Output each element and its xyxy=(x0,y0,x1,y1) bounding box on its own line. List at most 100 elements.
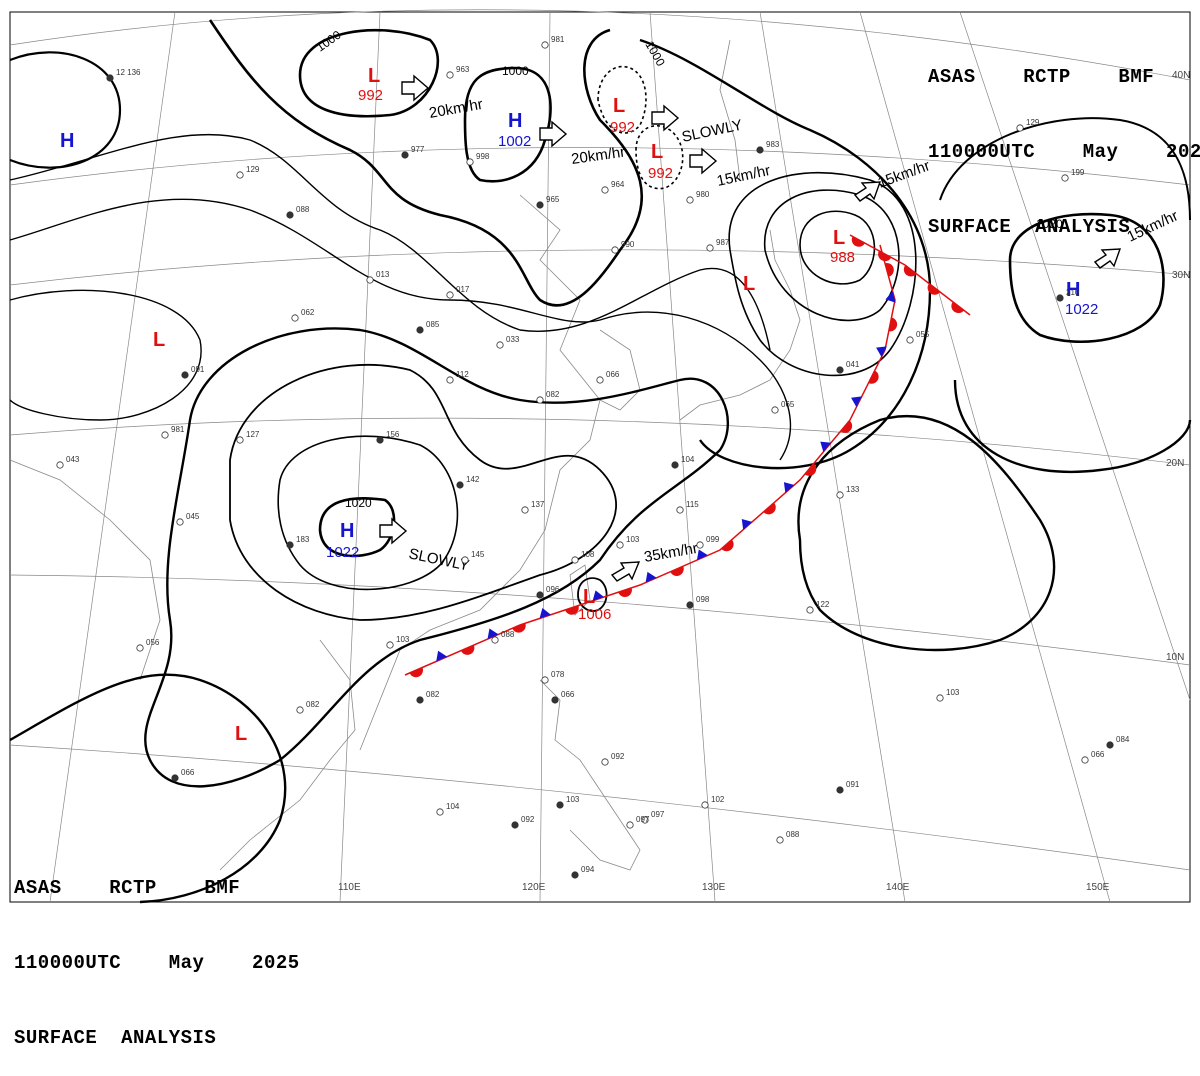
warm-front-path xyxy=(849,234,971,316)
station-pressure: 210 xyxy=(1066,288,1080,297)
station-pressure: 977 xyxy=(411,145,425,154)
low-pressure-value: 988 xyxy=(830,249,855,266)
station-pressure: 097 xyxy=(636,815,650,824)
cold-front-symbol xyxy=(885,291,896,303)
station-plot: 043 xyxy=(56,455,80,469)
header-line-2: 110000UTC May 2025 xyxy=(928,141,1200,163)
station-pressure: 142 xyxy=(466,475,480,484)
station-circle xyxy=(1061,174,1069,182)
station-pressure: 102 xyxy=(711,795,725,804)
station-pressure: 017 xyxy=(456,285,470,294)
station-circle xyxy=(536,396,544,404)
station-pressure: 990 xyxy=(621,240,635,249)
lon-line-100e xyxy=(49,11,176,903)
coast-taiwan xyxy=(569,564,591,616)
station-circle xyxy=(626,821,634,829)
lon-line-140e xyxy=(759,11,906,903)
station-plot: 066 xyxy=(1081,750,1105,764)
station-plot: 112 xyxy=(446,370,469,384)
station-circle xyxy=(686,196,694,204)
station-circle xyxy=(836,366,844,374)
station-pressure: 104 xyxy=(681,455,695,464)
station-circle xyxy=(551,696,559,704)
high-pressure-value: 1022 xyxy=(326,544,359,561)
station-circle xyxy=(296,706,304,714)
warm-front-symbol xyxy=(927,283,941,295)
coast-india xyxy=(9,459,161,681)
station-plot: 981 xyxy=(541,35,565,49)
station-pressure: 078 xyxy=(551,670,565,679)
station-circle xyxy=(686,601,694,609)
station-pressure: 056 xyxy=(146,638,160,647)
isobar-l988-outer xyxy=(728,171,917,377)
high-pressure-marker: H xyxy=(60,130,74,152)
warm-front-symbol xyxy=(868,370,879,384)
station-plot: 977 xyxy=(401,145,425,159)
station-plot: 103 xyxy=(936,688,960,702)
station-plot: 078 xyxy=(541,670,565,684)
station-plot: 103 xyxy=(556,795,580,809)
station-plot: 065 xyxy=(771,400,795,414)
lat-line-30n xyxy=(9,249,1191,286)
low-pressure-marker: L xyxy=(153,329,165,351)
longitude-label: 150E xyxy=(1086,882,1110,893)
isobar-west-big xyxy=(229,363,617,621)
movement-arrow xyxy=(1093,248,1122,269)
station-plot: 129 xyxy=(1016,118,1040,132)
station-pressure: 066 xyxy=(606,370,620,379)
low-pressure-value: 992 xyxy=(358,87,383,104)
station-circle xyxy=(541,676,549,684)
station-pressure: 998 xyxy=(476,152,490,161)
movement-arrow xyxy=(379,517,408,545)
lat-line-0 xyxy=(9,744,1191,871)
station-circle xyxy=(701,801,709,809)
station-circle xyxy=(671,461,679,469)
station-plot: 099 xyxy=(696,535,720,549)
station-pressure: 103 xyxy=(626,535,640,544)
station-circle xyxy=(376,436,384,444)
warm-front-symbol xyxy=(460,645,475,655)
cold-front-symbol xyxy=(783,482,795,493)
station-pressure: 055 xyxy=(916,330,930,339)
isobar-l992-a xyxy=(597,65,647,134)
station-pressure: 099 xyxy=(706,535,720,544)
station-pressure: 145 xyxy=(471,550,485,559)
lat-line-20n xyxy=(9,417,1191,466)
station-pressure: 112 xyxy=(456,370,469,379)
station-pressure: 965 xyxy=(546,195,560,204)
station-plot: 091 xyxy=(181,365,205,379)
warm-front-symbol xyxy=(565,605,579,615)
map-frame xyxy=(9,11,1191,903)
warm-front-symbol xyxy=(851,236,865,247)
station-plot: 041 xyxy=(836,360,860,374)
station-pressure: 082 xyxy=(306,700,320,709)
station-plot: 104 xyxy=(671,455,695,469)
station-circle xyxy=(906,336,914,344)
station-circle xyxy=(286,211,294,219)
station-plot: 088 xyxy=(776,830,800,844)
station-pressure: 082 xyxy=(546,390,560,399)
station-pressure: 092 xyxy=(521,815,535,824)
coast-indochina xyxy=(219,639,356,871)
station-plot: 066 xyxy=(171,768,195,782)
isobar-label: 1000 xyxy=(502,64,529,78)
station-circle xyxy=(106,74,114,82)
station-plot: 013 xyxy=(366,270,390,284)
high-pressure-marker: H xyxy=(508,110,522,132)
warm-front-symbol xyxy=(512,622,526,633)
movement-arrow xyxy=(853,181,882,202)
low-pressure-marker: L xyxy=(833,227,845,249)
header-line-3: SURFACE ANALYSIS xyxy=(928,216,1131,238)
station-plot: 082 xyxy=(416,690,440,704)
latitude-label: 10N xyxy=(1166,652,1184,663)
cold-front-symbol xyxy=(436,650,448,662)
station-circle xyxy=(461,556,469,564)
station-plot: 115 xyxy=(676,500,699,514)
station-circle xyxy=(446,376,454,384)
station-pressure: 091 xyxy=(191,365,205,374)
movement-arrow xyxy=(689,147,718,175)
station-pressure: 088 xyxy=(786,830,800,839)
station-plot: 103 xyxy=(616,535,640,549)
station-circle xyxy=(556,801,564,809)
station-circle xyxy=(541,41,549,49)
